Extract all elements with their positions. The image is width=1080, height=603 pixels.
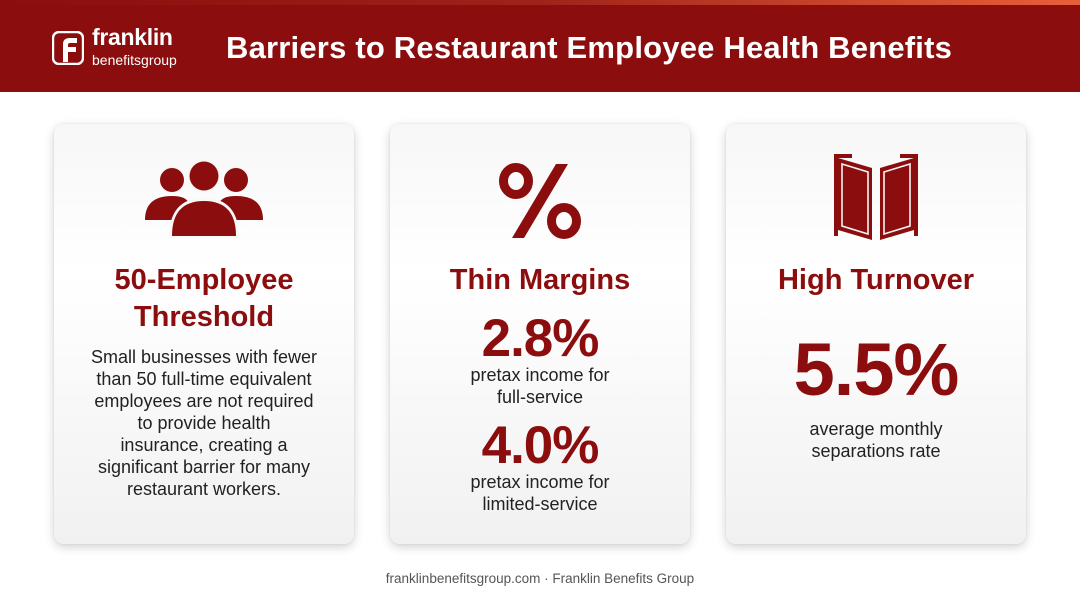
card1-heading-line2: Threshold xyxy=(133,301,275,333)
card2-stat1-label-line2: full-service xyxy=(496,387,584,407)
logo-mark-icon xyxy=(52,31,84,65)
card1-desc-line: than 50 full-time equivalent xyxy=(96,369,312,389)
company-logo: franklin benefitsgroup xyxy=(52,24,202,71)
logo-word-benefitsgroup: benefitsgroup xyxy=(92,52,177,68)
card1-desc-line: restaurant workers. xyxy=(126,479,282,499)
logo-word-franklin: franklin xyxy=(92,24,173,50)
card1-desc-line: employees are not required xyxy=(94,391,314,411)
card1-desc-line: Small businesses with fewer xyxy=(90,347,318,367)
door-exit-icon xyxy=(834,154,918,240)
card-employee-threshold: 50-Employee Threshold Small businesses w… xyxy=(54,124,354,544)
card2-stat2-label-line1: pretax income for xyxy=(470,472,610,492)
footer-text: franklinbenefitsgroup.com · Franklin Ben… xyxy=(385,571,695,586)
card2-stat1-value: 2.8% xyxy=(481,309,600,368)
card3-value: 5.5% xyxy=(793,328,960,411)
page-title: Barriers to Restaurant Employee Health B… xyxy=(226,30,953,65)
card3-label-line1: average monthly xyxy=(809,419,943,439)
header-accent-line xyxy=(0,0,1080,5)
card1-desc-line: significant barrier for many xyxy=(97,457,311,477)
header-bar: franklin benefitsgroup Barriers to Resta… xyxy=(0,0,1080,92)
card2-stat1-label-line1: pretax income for xyxy=(470,365,610,385)
card2-stat2-label-line2: limited-service xyxy=(482,494,598,514)
card1-heading-line1: 50-Employee xyxy=(114,264,294,296)
card3-heading: High Turnover xyxy=(777,264,975,296)
card1-desc-line: insurance, creating a xyxy=(120,435,288,455)
card-high-turnover: High Turnover 5.5% average monthly separ… xyxy=(726,124,1026,544)
card2-heading: Thin Margins xyxy=(449,264,631,296)
card3-label-line2: separations rate xyxy=(811,441,941,461)
card-thin-margins: Thin Margins 2.8% pretax income for full… xyxy=(390,124,690,544)
card2-stat2-value: 4.0% xyxy=(481,416,600,475)
card1-desc-line: to provide health xyxy=(137,413,271,433)
people-group-icon xyxy=(145,159,263,238)
percent-icon xyxy=(499,163,581,239)
